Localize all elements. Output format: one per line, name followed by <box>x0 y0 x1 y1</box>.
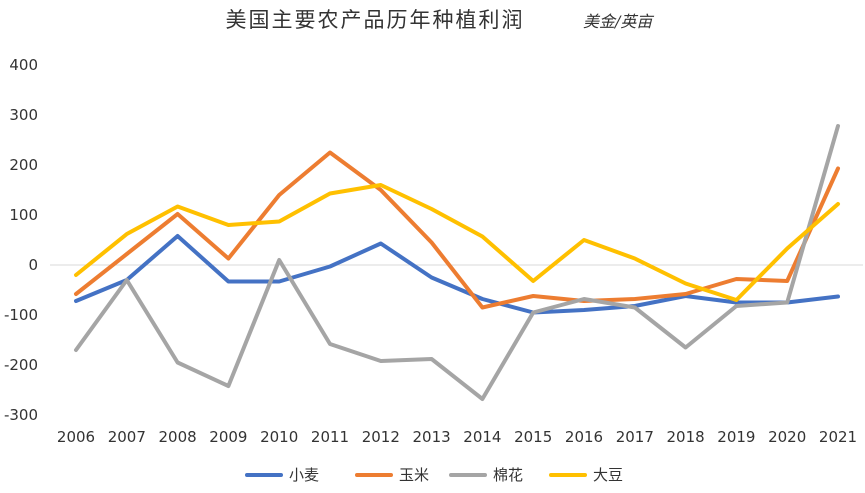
data-point <box>785 279 789 283</box>
legend-item: 小麦 <box>245 466 319 484</box>
data-point <box>582 297 586 301</box>
data-point <box>785 301 789 304</box>
x-tick-label: 2020 <box>768 428 806 446</box>
data-point <box>684 282 688 285</box>
data-point <box>226 257 230 260</box>
data-point <box>379 188 383 192</box>
data-point <box>836 295 840 298</box>
x-tick-label: 2014 <box>463 428 501 446</box>
data-point <box>836 167 840 170</box>
data-point <box>277 220 281 223</box>
x-tick-label: 2018 <box>667 428 705 446</box>
x-tick-label: 2015 <box>514 428 552 446</box>
data-point <box>531 294 535 298</box>
data-point <box>226 384 230 388</box>
data-point <box>480 235 484 238</box>
series-line-4 <box>74 183 840 302</box>
x-tick-label: 2019 <box>717 428 755 446</box>
legend-item: 玉米 <box>355 466 429 484</box>
y-tick-label: -100 <box>4 306 38 324</box>
chart-axes: 400 300 200 100 0 -100 -200 -300 2006 2007 2008 200… <box>4 56 863 446</box>
chart-legend: 小麦 玉米 棉花 大豆 <box>245 466 623 484</box>
data-point <box>379 242 383 245</box>
data-point <box>74 292 78 296</box>
y-tick-label: 400 <box>9 56 38 74</box>
data-point <box>277 258 281 262</box>
x-tick-label: 2010 <box>260 428 298 446</box>
y-tick-label: -300 <box>4 406 38 424</box>
data-point <box>836 124 840 128</box>
data-point <box>176 212 180 216</box>
data-point <box>836 202 840 206</box>
data-point <box>379 183 383 187</box>
data-point <box>633 297 637 301</box>
series-line-3 <box>74 124 840 401</box>
data-point <box>125 232 129 236</box>
data-point <box>633 257 637 260</box>
x-tick-label: 2011 <box>311 428 349 446</box>
data-point <box>531 279 535 283</box>
legend-label: 大豆 <box>593 466 623 484</box>
series-lines <box>74 124 840 401</box>
data-point <box>125 278 129 282</box>
y-tick-label: 100 <box>9 206 38 224</box>
data-point <box>480 306 484 309</box>
data-point <box>734 304 738 308</box>
y-tick-label: 200 <box>9 156 38 174</box>
x-tick-label: 2021 <box>819 428 857 446</box>
data-point <box>430 357 434 361</box>
legend-item: 棉花 <box>449 466 523 484</box>
y-tick-label: 0 <box>28 256 38 274</box>
x-tick-label: 2007 <box>108 428 146 446</box>
data-point <box>277 193 281 197</box>
x-tick-label: 2006 <box>57 428 95 446</box>
y-tick-label: 300 <box>9 106 38 124</box>
data-point <box>328 265 332 268</box>
data-point <box>328 192 332 195</box>
data-point <box>176 205 180 208</box>
data-point <box>734 298 738 302</box>
data-point <box>74 348 78 352</box>
data-point <box>684 346 688 349</box>
data-point <box>430 241 434 244</box>
data-point <box>684 292 688 296</box>
x-tick-label: 2016 <box>565 428 603 446</box>
data-point <box>480 297 484 301</box>
data-point <box>785 247 789 250</box>
legend-label: 小麦 <box>289 466 319 484</box>
data-point <box>74 273 78 277</box>
x-tick-label: 2008 <box>159 428 197 446</box>
legend-item: 大豆 <box>549 466 623 484</box>
data-point <box>125 252 129 256</box>
legend-label: 棉花 <box>493 466 523 484</box>
data-point <box>328 342 332 346</box>
data-point <box>379 359 383 363</box>
data-point <box>480 397 484 401</box>
x-tick-label: 2013 <box>413 428 451 446</box>
data-point <box>226 223 230 227</box>
x-tick-label: 2017 <box>616 428 654 446</box>
data-point <box>74 299 78 303</box>
data-point <box>582 238 586 242</box>
chart-title: 美国主要农产品历年种植利润 <box>226 8 525 32</box>
data-point <box>633 306 637 309</box>
series-line-2 <box>74 150 840 310</box>
data-point <box>176 361 180 364</box>
x-tick-label: 2012 <box>362 428 400 446</box>
data-point <box>531 311 535 314</box>
y-tick-label: -200 <box>4 356 38 374</box>
data-point <box>430 207 434 211</box>
data-point <box>277 280 281 283</box>
legend-label: 玉米 <box>399 466 429 484</box>
data-point <box>226 280 230 283</box>
data-point <box>328 151 332 154</box>
chart-subtitle: 美金/英亩 <box>583 12 654 31</box>
data-point <box>734 277 738 281</box>
data-point <box>582 308 586 312</box>
data-point <box>176 234 180 238</box>
series-line-1 <box>74 234 840 315</box>
x-tick-label: 2009 <box>209 428 247 446</box>
data-point <box>430 276 434 279</box>
